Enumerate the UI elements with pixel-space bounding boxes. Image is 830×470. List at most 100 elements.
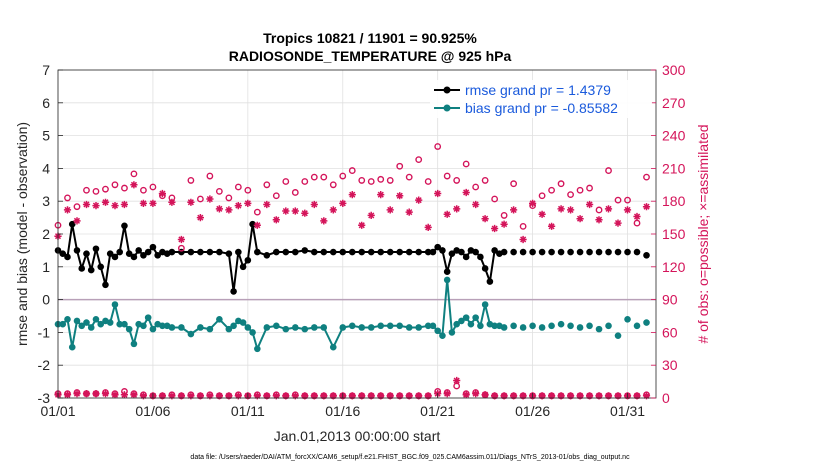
obs-assimilated-marker [139,392,147,400]
bias-point [149,325,157,333]
bias-point [396,322,404,330]
rmse-point [263,252,271,259]
obs-possible-marker [519,222,527,230]
obs-possible-marker [187,177,195,184]
x-tick-label: 01/21 [420,403,455,419]
y-left-tick-label: -3 [38,390,51,406]
y-right-tick-label: 90 [662,292,678,308]
obs-possible-marker [367,178,375,185]
obs-assimilated-marker [177,392,185,400]
obs-assimilated-marker [253,392,261,400]
obs-assimilated-marker [272,392,280,400]
obs-assimilated-marker [263,392,271,400]
bias-point [116,320,123,328]
obs-assimilated-marker [633,212,641,221]
bias-point [348,322,356,330]
rmse-point [97,263,105,271]
bias-point [458,317,465,325]
rmse-point [140,252,147,259]
obs-assimilated-marker [168,392,176,400]
bias-point [538,324,546,331]
rmse-point [83,250,90,257]
rmse-point [282,248,290,256]
obs-possible-marker [633,219,641,227]
obs-assimilated-marker [576,392,584,400]
rmse-point [111,253,119,261]
obs-possible-marker [462,160,470,168]
bias-point [586,322,593,330]
obs-possible-marker [234,183,242,191]
rmse-point [116,248,123,256]
rmse-point [443,268,451,276]
rmse-point [125,250,133,257]
obs-possible-marker [102,185,109,193]
bias-point [225,325,233,333]
rmse-point [557,248,565,256]
bias-point [216,315,223,323]
rmse-point [529,248,536,256]
obs-assimilated-marker [329,392,337,400]
obs-assimilated-marker [396,392,404,400]
obs-possible-marker [481,177,489,184]
rmse-point [586,248,593,256]
bias-point [386,322,394,330]
footer-data-file: data file: /Users/raeder/DAI/ATM_forcXX/… [190,454,630,461]
obs-assimilated-marker [168,198,176,206]
bias-point [254,345,261,353]
obs-assimilated-marker [500,220,508,228]
rmse-point [339,248,347,256]
bias-point [605,322,612,330]
bias-point [567,322,574,330]
rmse-point [310,248,318,256]
bias-point [159,322,166,330]
obs-possible-marker [244,186,252,194]
bias-point [429,322,437,330]
y-left-tick-label: 4 [42,160,50,176]
y-axis-left-ticks: -3 -2 -1 0 1 2 3 4 5 6 7 [38,62,63,406]
x-axis-label: Jan.01,2013 00:00:00 start [274,428,441,444]
rmse-point [92,245,100,253]
obs-possible-marker [443,172,451,180]
rmse-point [481,265,489,272]
rmse-point [68,220,76,228]
obs-possible-marker [130,170,138,178]
x-tick-label: 01/06 [135,403,170,419]
obs-possible-marker [472,183,480,191]
obs-possible-marker [206,172,214,180]
obs-assimilated-marker [367,392,375,400]
obs-assimilated-marker [415,196,423,204]
rmse-point [106,250,114,257]
y-axis-left-label: rmse and bias (model - observation) [14,122,30,346]
rmse-point [78,265,86,272]
obs-assimilated-marker [453,376,461,385]
rmse-point [519,248,527,256]
obs-possible-marker [396,162,404,170]
bias-point [301,325,309,333]
obs-assimilated-marker [358,392,366,400]
bias-point [249,329,256,336]
rmse-point [633,248,641,256]
obs-possible-marker [377,175,385,183]
obs-assimilated-marker [548,392,556,400]
rmse-point [168,248,176,256]
y-right-tick-label: 0 [662,390,670,406]
bias-point [472,314,479,321]
bias-point [643,319,650,326]
bias-point [244,324,252,331]
obs-assimilated-marker [604,392,613,400]
obs-possible-marker [282,178,290,185]
bias-point [453,320,460,328]
y-right-tick-label: 180 [662,193,686,209]
bias-point [377,322,385,330]
obs-assimilated-marker [548,222,556,230]
obs-possible-marker [453,177,461,184]
bias-point [595,325,603,333]
obs-possible-marker [301,178,309,185]
rmse-point [216,248,223,256]
bias-point [73,317,81,325]
obs-assimilated-marker [120,200,128,209]
obs-possible-marker [225,194,233,202]
obs-assimilated-marker [576,215,584,223]
obs-assimilated-marker [623,206,632,214]
obs-assimilated-marker [158,189,166,198]
